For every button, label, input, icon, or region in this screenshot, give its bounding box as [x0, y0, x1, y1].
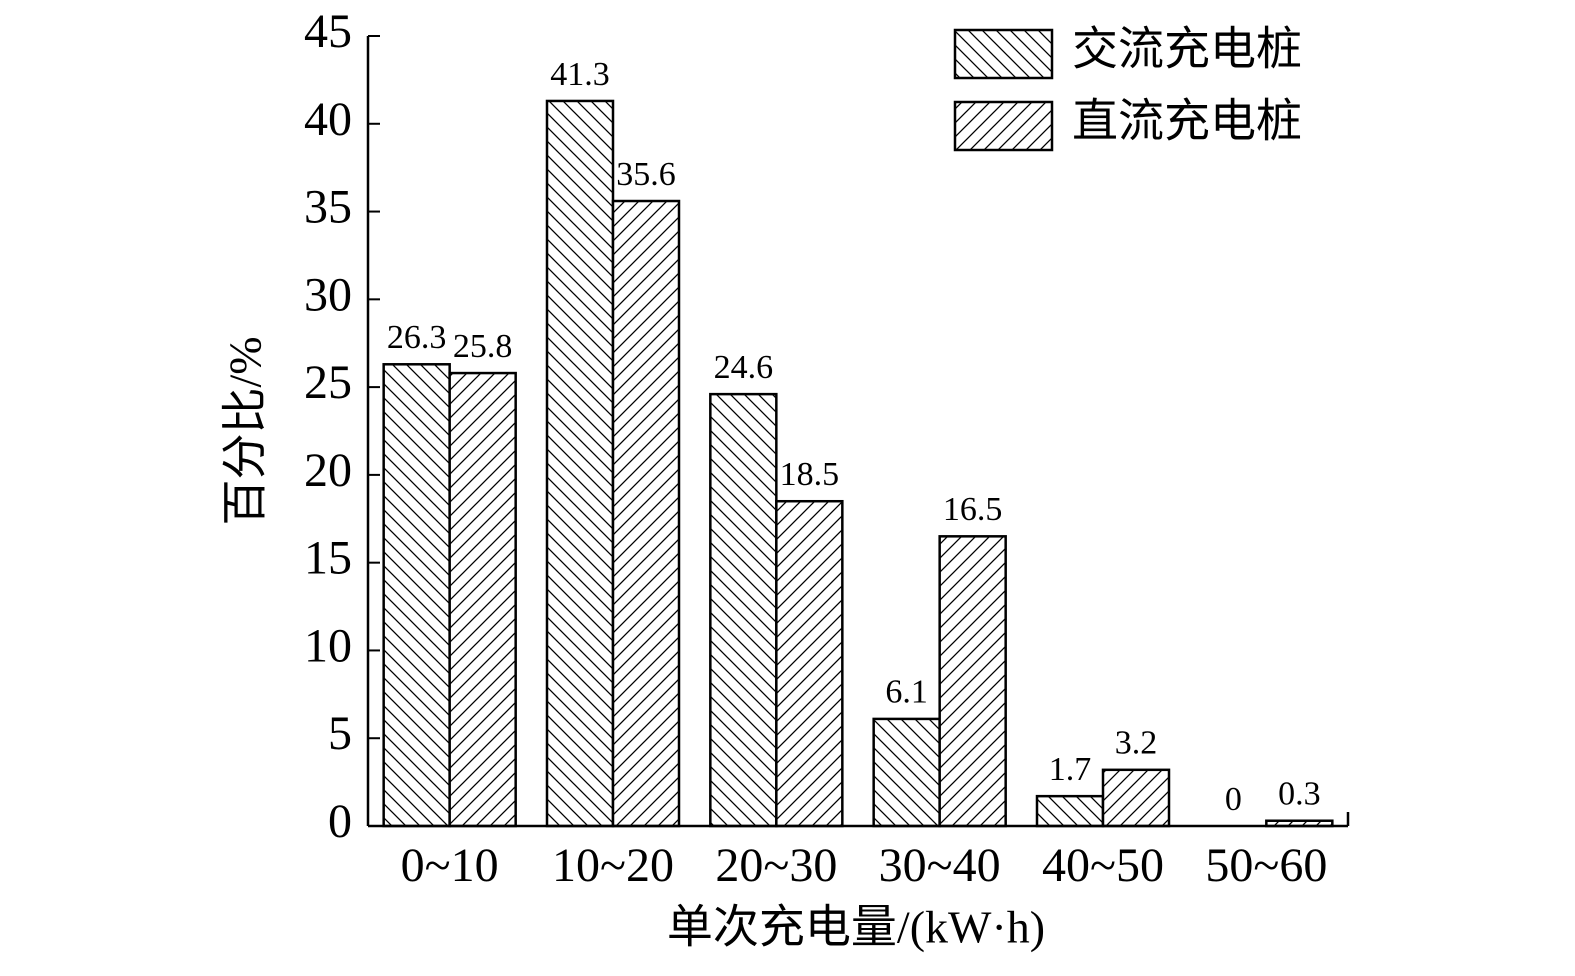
- bar: [1101, 768, 1171, 828]
- value-label: 24.6: [714, 349, 774, 386]
- bar: [775, 499, 844, 828]
- x-tick-label: 0~10: [401, 839, 499, 892]
- y-tick-label: 30: [304, 268, 352, 321]
- value-label: 18.5: [780, 456, 840, 493]
- bar: [611, 199, 681, 828]
- x-tick-label: 40~50: [1042, 839, 1164, 892]
- value-label: 3.2: [1115, 725, 1158, 762]
- value-label: 25.8: [453, 328, 513, 365]
- x-tick-label: 10~20: [552, 839, 674, 892]
- bar: [448, 371, 517, 828]
- y-tick-label: 40: [304, 93, 352, 146]
- value-label: 35.6: [616, 156, 676, 193]
- bar: [545, 99, 615, 828]
- y-tick-label: 0: [328, 795, 352, 848]
- legend-label: 交流充电桩: [1072, 24, 1302, 75]
- x-axis-title: 单次充电量/(kW·h): [667, 902, 1045, 953]
- y-tick-label: 25: [304, 356, 352, 409]
- value-label: 6.1: [885, 674, 928, 711]
- bar: [872, 717, 941, 828]
- legend-swatch: [953, 28, 1054, 80]
- y-tick-label: 45: [304, 5, 352, 58]
- value-label: 41.3: [550, 56, 610, 93]
- bar: [709, 392, 778, 828]
- value-label: 0.3: [1278, 776, 1321, 813]
- x-tick-label: 30~40: [879, 839, 1001, 892]
- y-tick-label: 35: [304, 181, 352, 234]
- value-label: 26.3: [387, 319, 447, 356]
- y-tick-label: 5: [328, 707, 352, 760]
- bar: [938, 535, 1007, 828]
- y-tick-label: 10: [304, 619, 352, 672]
- x-tick-label: 50~60: [1205, 839, 1327, 892]
- y-tick-label: 20: [304, 444, 352, 497]
- y-tick-label: 15: [304, 532, 352, 585]
- legend-swatch: [953, 100, 1054, 152]
- bar: [382, 363, 451, 828]
- bar: [1035, 794, 1105, 828]
- value-label: 16.5: [943, 491, 1003, 528]
- legend-label: 直流充电桩: [1072, 96, 1302, 147]
- y-axis-title: 百分比/%: [220, 336, 271, 525]
- value-label: 0: [1225, 781, 1242, 818]
- value-label: 1.7: [1049, 751, 1092, 788]
- x-tick-label: 20~30: [715, 839, 837, 892]
